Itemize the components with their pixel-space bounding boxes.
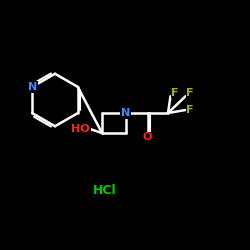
Text: N: N — [28, 82, 37, 92]
Text: F: F — [186, 88, 194, 98]
Text: O: O — [143, 132, 152, 142]
Text: HO: HO — [72, 124, 90, 134]
Text: F: F — [186, 105, 194, 115]
Text: HCl: HCl — [93, 184, 117, 196]
Text: F: F — [171, 88, 179, 98]
Text: N: N — [121, 108, 130, 118]
